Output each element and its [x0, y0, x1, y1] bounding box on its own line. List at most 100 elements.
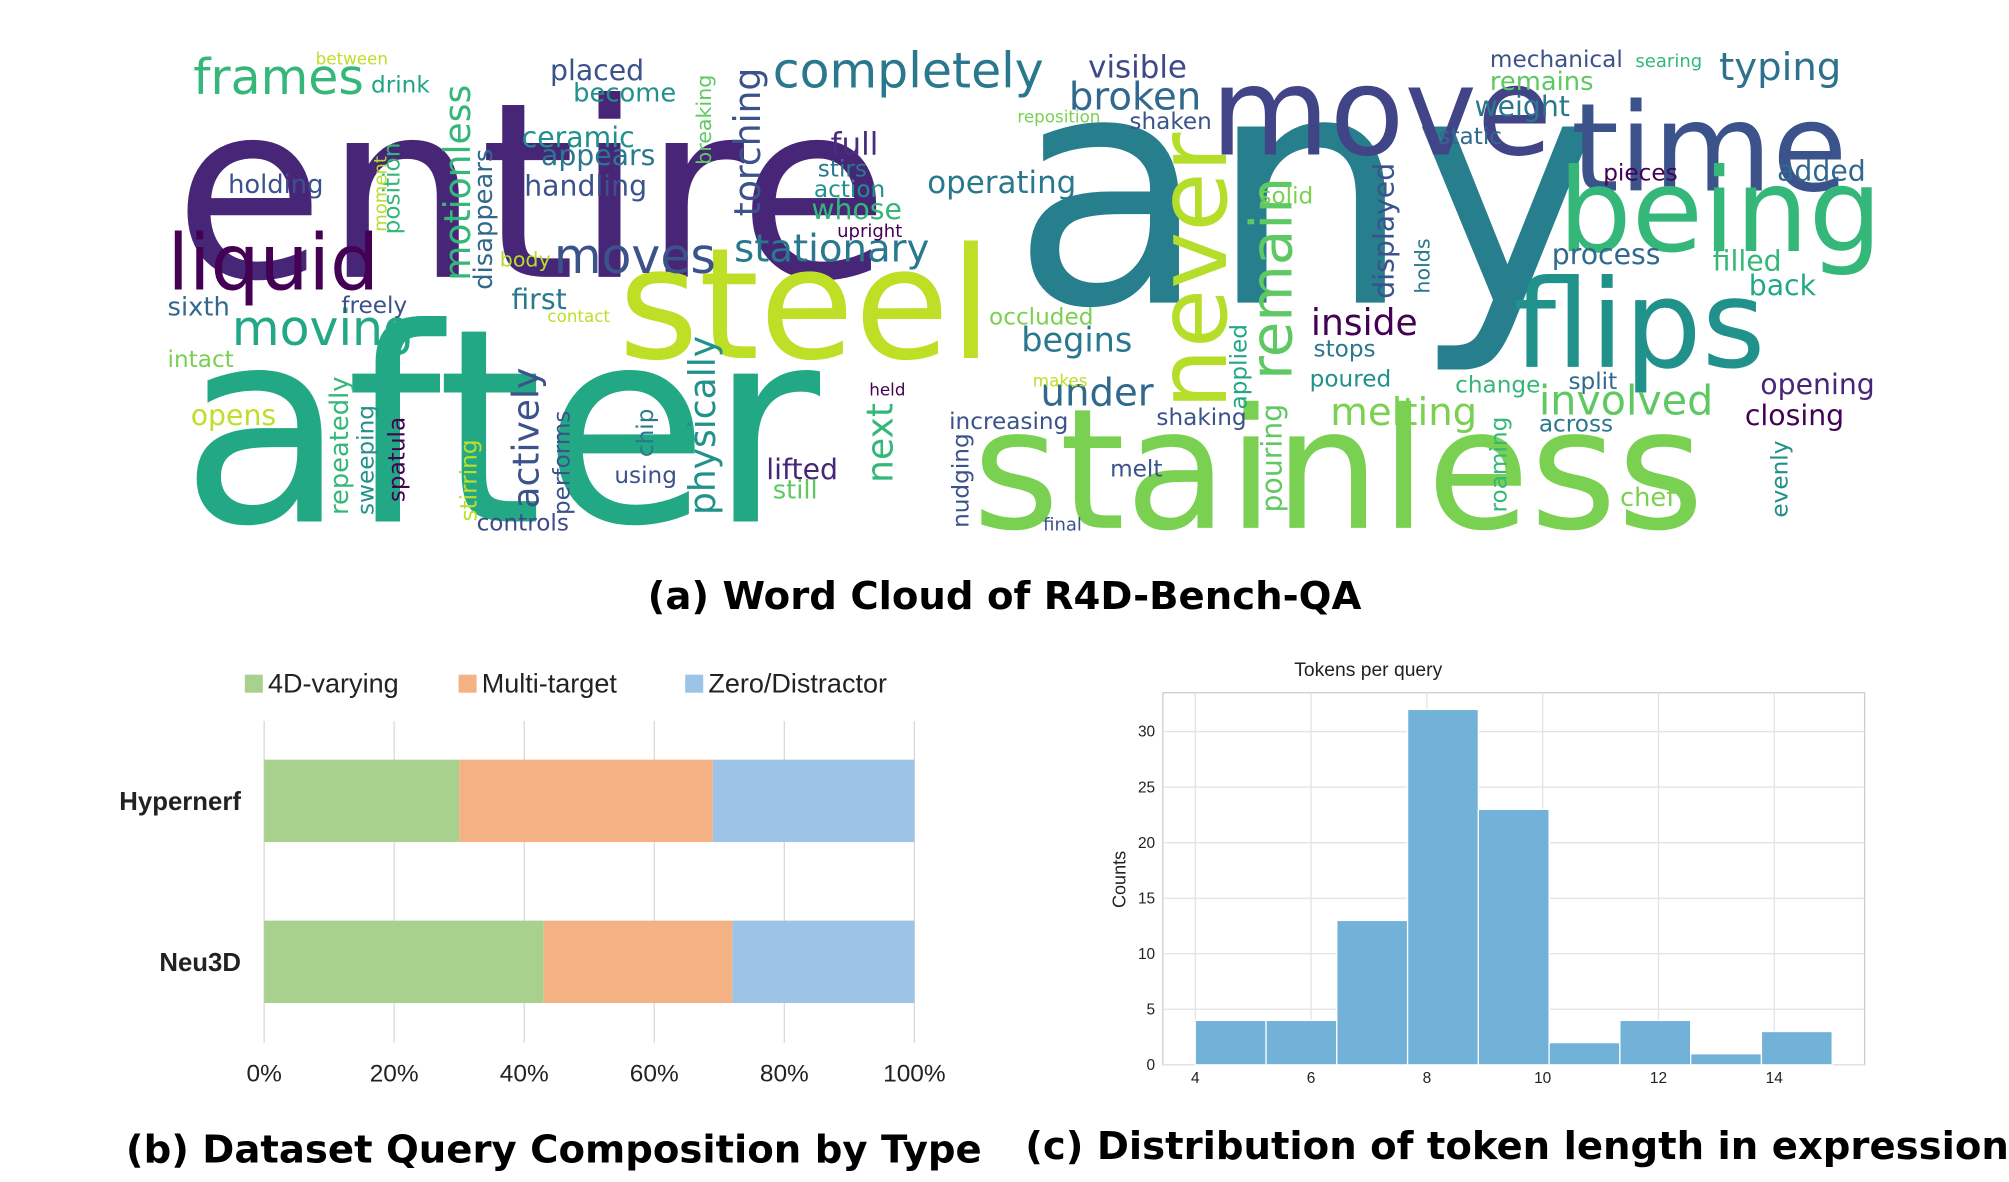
histogram-bar [1336, 919, 1409, 1066]
word: pouring [1255, 404, 1288, 513]
y-tick-label: 30 [1138, 724, 1155, 741]
word: contact [547, 306, 610, 326]
word: steel [618, 216, 992, 395]
word: being [1558, 144, 1882, 279]
word: evenly [1766, 440, 1793, 517]
x-tick-label: 20% [370, 1061, 419, 1088]
word: chef's [1620, 483, 1696, 513]
word: position [378, 143, 405, 235]
y-axis-label: Counts [1110, 851, 1130, 908]
histogram-bar [1406, 708, 1480, 1066]
histogram-bar [1619, 1019, 1692, 1066]
x-tick-label: 40% [500, 1061, 549, 1088]
word: static [1438, 123, 1502, 150]
y-tick-label: Hypernerf [119, 788, 241, 816]
x-tick-label: 10 [1534, 1070, 1551, 1087]
word: remains [1490, 67, 1594, 97]
word: whose [811, 193, 902, 226]
word: inside [1311, 302, 1418, 344]
word: melting [1330, 390, 1477, 435]
word: poured [1310, 365, 1392, 392]
legend-swatch [685, 674, 704, 693]
x-tick-label: 12 [1650, 1070, 1667, 1087]
word: across [1539, 410, 1613, 437]
word: begins [1021, 321, 1132, 360]
word: shaking [1156, 404, 1246, 431]
word: move [1211, 41, 1553, 184]
word: body [500, 248, 551, 272]
word: lifted [766, 453, 838, 486]
word: solid [1259, 182, 1313, 209]
histogram-bar [1760, 1030, 1833, 1066]
word: opening [1760, 368, 1874, 401]
word: repeatedly [325, 377, 355, 516]
word: visible [1088, 49, 1187, 85]
chart-title: Tokens per query [1294, 660, 1442, 681]
x-tick-label: 80% [760, 1061, 809, 1088]
legend-label: Multi-target [482, 669, 618, 699]
word: sixth [168, 292, 230, 322]
word: filled [1713, 244, 1782, 277]
word: handling [524, 170, 647, 203]
word: freely [341, 292, 407, 319]
x-tick-label: 8 [1423, 1070, 1432, 1087]
histogram-bar [1690, 1053, 1763, 1066]
word: displayed [1367, 163, 1400, 299]
bar-segment [543, 920, 733, 1004]
word: time [1571, 77, 1847, 220]
word: held [869, 379, 905, 399]
y-tick-label: Neu3D [159, 949, 241, 977]
y-tick-label: 20 [1138, 835, 1155, 852]
x-tick-label: 100% [883, 1061, 946, 1088]
word: involved [1539, 377, 1713, 425]
histogram-bar [1548, 1041, 1621, 1066]
word: moving [232, 300, 414, 357]
x-tick-label: 4 [1191, 1070, 1200, 1087]
word: performs [548, 411, 575, 516]
word: mechanical [1490, 46, 1623, 73]
word: nudging [947, 433, 974, 528]
word: stirs [818, 155, 867, 182]
word: process [1552, 238, 1661, 271]
y-tick-label: 10 [1138, 946, 1155, 963]
word: flips [1513, 253, 1765, 396]
word: pieces [1603, 159, 1677, 186]
x-tick-label: 60% [630, 1061, 679, 1088]
word: weight [1474, 90, 1569, 123]
word: stirring [456, 439, 483, 521]
word: roaming [1486, 417, 1513, 513]
word: entire [174, 50, 889, 335]
word: applied [1226, 324, 1253, 409]
word: frames [193, 49, 364, 106]
word: intact [168, 346, 234, 373]
y-tick-label: 15 [1138, 890, 1155, 907]
word: stainless [972, 374, 1704, 568]
word: operating [927, 165, 1076, 201]
y-tick-label: 25 [1138, 779, 1155, 796]
x-tick-label: 0% [246, 1061, 281, 1088]
word: moves [554, 228, 716, 285]
word: change [1455, 372, 1540, 399]
y-tick-label: 5 [1147, 1001, 1156, 1018]
word: physically [682, 336, 724, 515]
word: broken [1069, 74, 1201, 119]
word: controls [477, 509, 569, 536]
word: next [859, 403, 901, 483]
word: holding [228, 170, 323, 200]
bar-segment [264, 759, 460, 843]
word: disappears [469, 149, 499, 290]
word: closing [1745, 399, 1844, 432]
word: completely [773, 43, 1044, 100]
word: first [511, 283, 566, 316]
caption: (c) Distribution of token length in expr… [1025, 1124, 2009, 1169]
word: placed [550, 54, 644, 87]
legend-swatch [244, 674, 263, 693]
word: moment [370, 156, 391, 232]
word: final [1043, 514, 1082, 535]
word: under [1041, 371, 1154, 416]
word: liquid [168, 219, 379, 309]
histogram-bar [1477, 808, 1550, 1066]
word: become [573, 79, 676, 109]
word: reposition [1017, 106, 1100, 126]
